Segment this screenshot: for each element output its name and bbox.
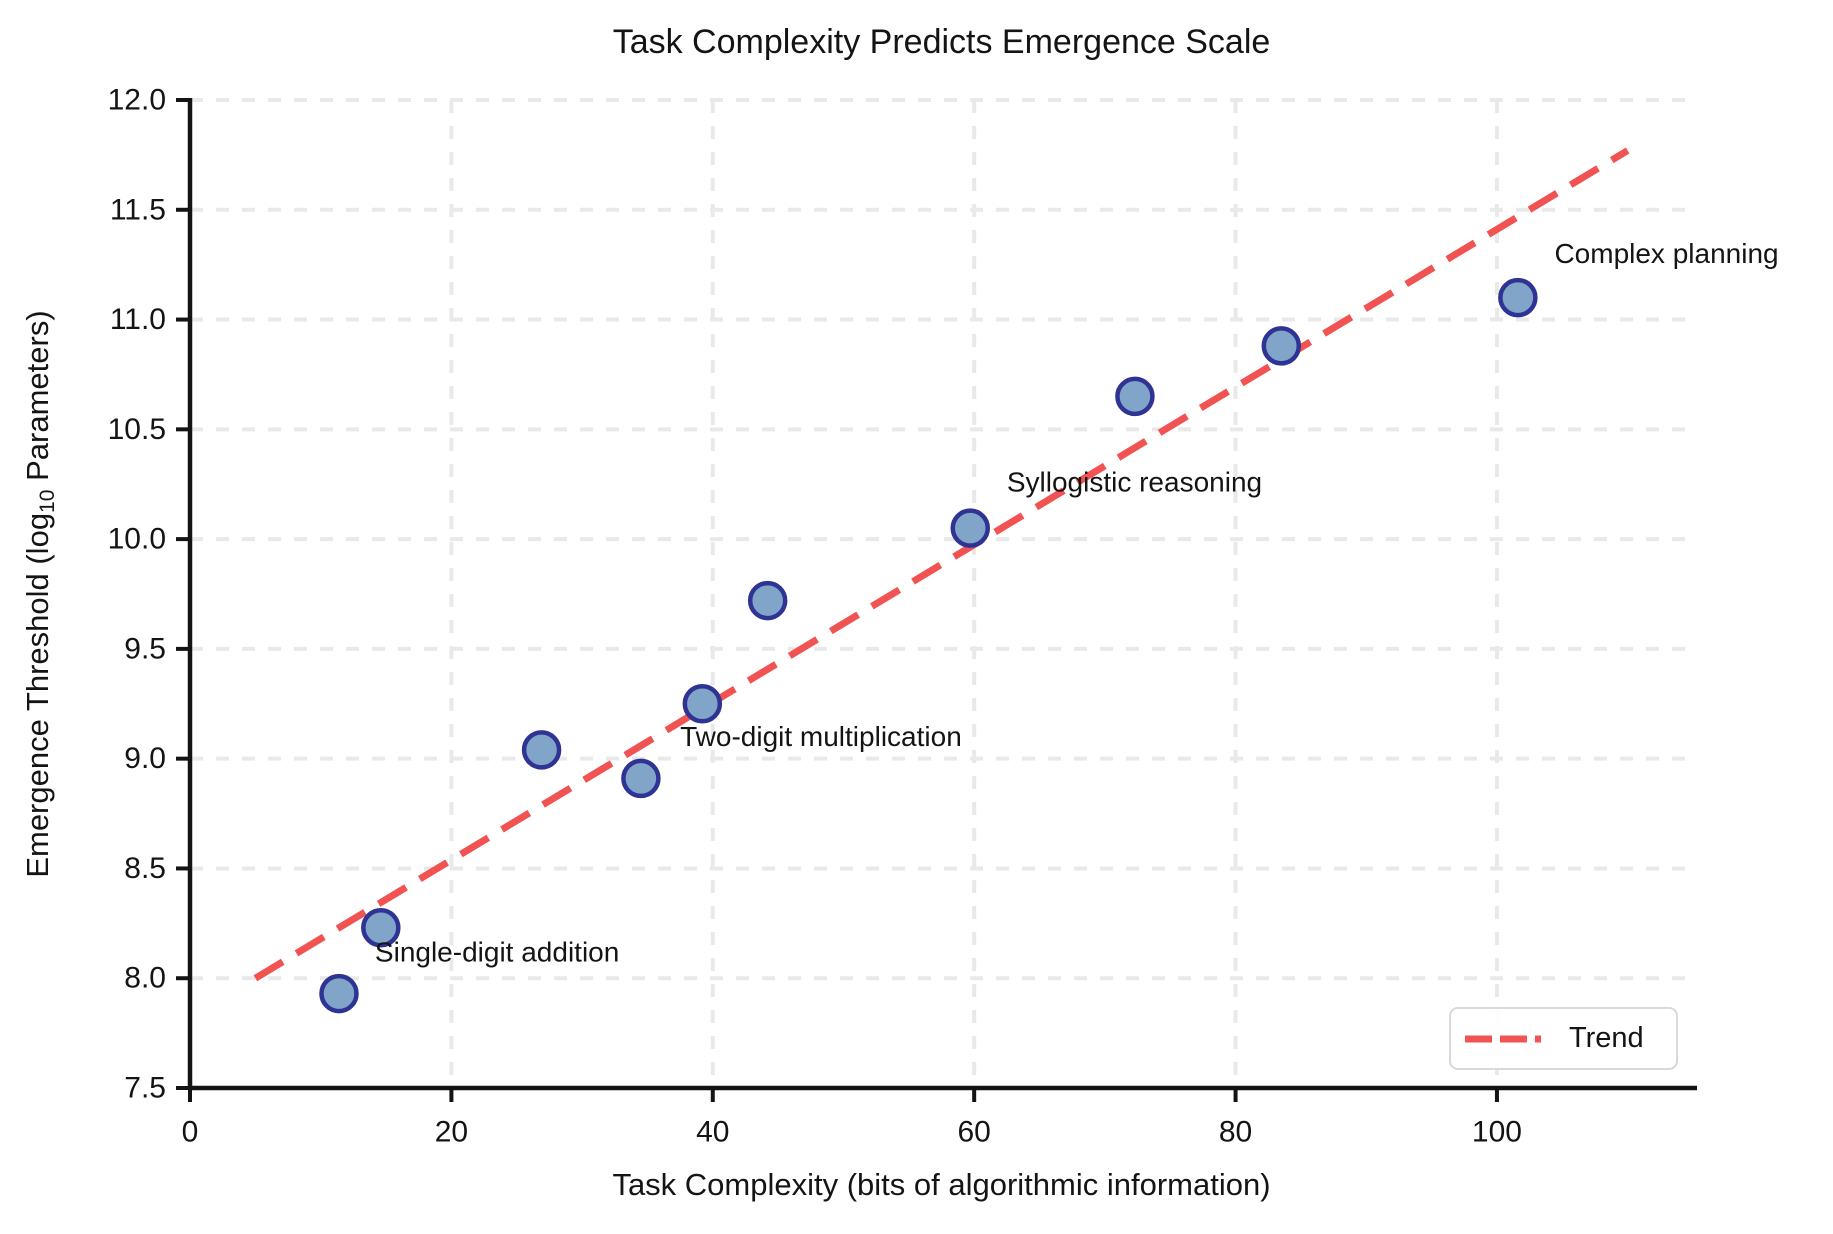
x-tick-label: 80 xyxy=(1219,1116,1252,1149)
data-point xyxy=(1115,376,1155,417)
data-point xyxy=(1498,277,1538,318)
legend: Trend xyxy=(1449,1007,1678,1070)
y-tick-label: 7.5 xyxy=(124,1072,166,1105)
chart-title: Task Complexity Predicts Emergence Scale xyxy=(612,23,1271,61)
y-tick-label: 9.5 xyxy=(124,632,166,665)
point-annotation: Single-digit addition xyxy=(375,936,619,967)
data-point xyxy=(361,907,401,948)
x-axis-label: Task Complexity (bits of algorithmic inf… xyxy=(612,1167,1271,1202)
y-tick-label: 12.0 xyxy=(108,84,166,117)
point-annotation: Two-digit multiplication xyxy=(680,721,962,752)
y-tick-label: 9.0 xyxy=(124,742,166,775)
point-annotation: Syllogistic reasoning xyxy=(1007,467,1262,498)
data-point xyxy=(1261,326,1302,366)
y-tick-label: 10.0 xyxy=(108,523,166,556)
x-tick-label: 40 xyxy=(696,1116,729,1149)
data-point xyxy=(747,580,788,621)
legend-label: Trend xyxy=(1569,1022,1644,1054)
legend-dash-sample xyxy=(1465,1035,1541,1042)
x-tick-label: 0 xyxy=(182,1116,199,1149)
x-tick-label: 60 xyxy=(957,1116,990,1149)
y-tick-label: 10.5 xyxy=(108,413,166,446)
data-point xyxy=(682,684,723,724)
data-point xyxy=(319,973,359,1014)
y-tick-label: 11.5 xyxy=(110,193,166,226)
trend-line xyxy=(253,147,1630,982)
data-point xyxy=(521,730,562,770)
data-point xyxy=(621,758,661,799)
x-tick-label: 100 xyxy=(1472,1116,1522,1149)
y-tick-label: 8.0 xyxy=(124,962,166,995)
point-annotation: Complex planning xyxy=(1554,238,1778,269)
data-point xyxy=(950,508,991,548)
x-tick-label: 20 xyxy=(435,1116,468,1149)
y-tick-label: 8.5 xyxy=(124,852,166,885)
y-tick-label: 11.0 xyxy=(110,303,166,336)
